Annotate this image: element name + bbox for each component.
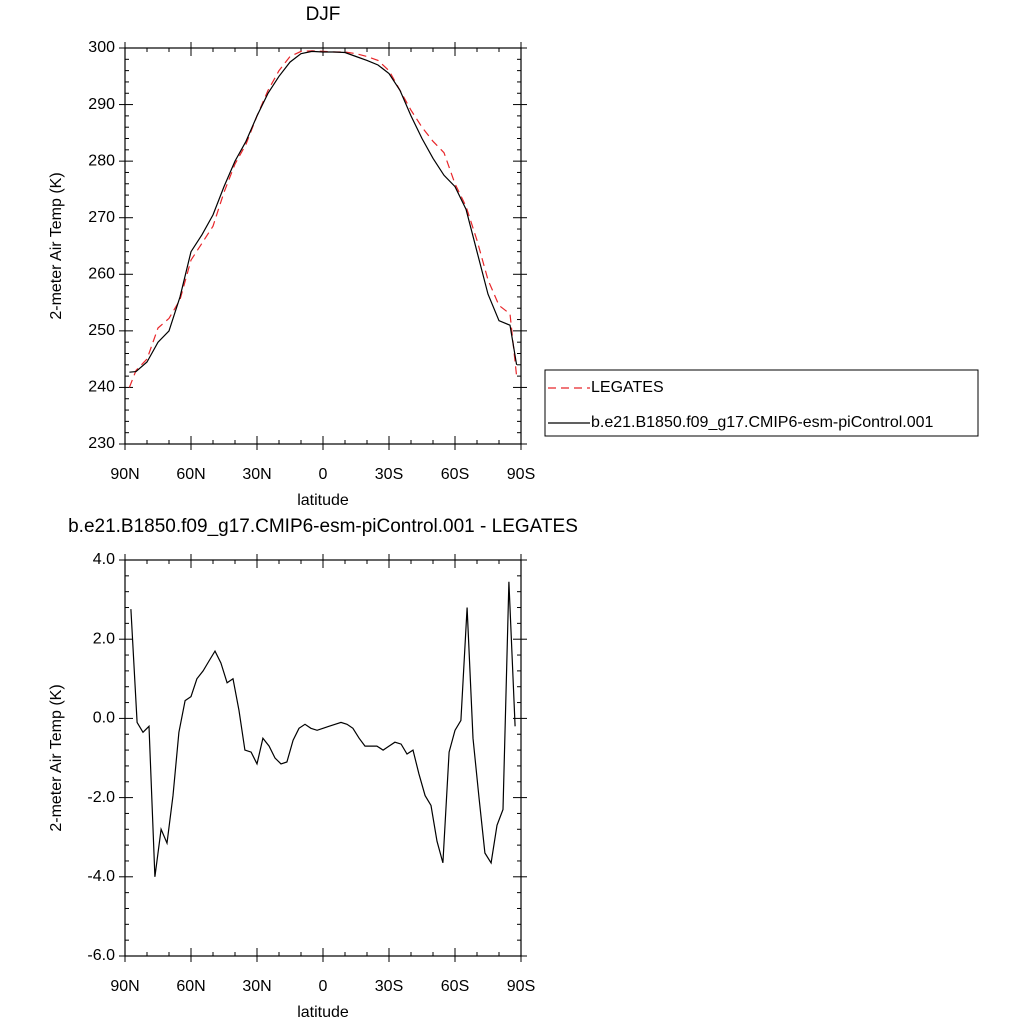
legend-label: b.e21.B1850.f09_g17.CMIP6-esm-piControl.… (591, 414, 934, 431)
y-tick-label: 300 (88, 39, 115, 56)
x-tick-label: 0 (319, 978, 328, 995)
x-tick-label: 60S (441, 466, 469, 483)
chart-title: b.e21.B1850.f09_g17.CMIP6-esm-piControl.… (68, 516, 578, 537)
x-tick-label: 90S (507, 466, 535, 483)
x-tick-label: 90N (110, 466, 139, 483)
data-line (130, 581, 516, 877)
y-tick-label: -2.0 (87, 789, 115, 806)
y-tick-label: 270 (88, 209, 115, 226)
y-tick-label: 240 (88, 379, 115, 396)
y-tick-label: 260 (88, 266, 115, 283)
plot-frame (124, 559, 522, 957)
plot-frame (124, 47, 522, 445)
x-tick-label: 30N (242, 466, 271, 483)
x-axis-label: latitude (297, 492, 349, 509)
y-tick-label: 4.0 (93, 551, 115, 568)
y-tick-label: 230 (88, 435, 115, 452)
y-axis-label: 2-meter Air Temp (K) (48, 172, 65, 319)
x-tick-label: 60N (176, 466, 205, 483)
y-tick-label: 280 (88, 152, 115, 169)
y-tick-label: 250 (88, 322, 115, 339)
y-axis-label: 2-meter Air Temp (K) (48, 684, 65, 831)
legend-box (544, 369, 979, 437)
y-tick-label: 290 (88, 96, 115, 113)
x-tick-label: 30N (242, 978, 271, 995)
y-tick-label: -6.0 (87, 947, 115, 964)
x-tick-label: 30S (375, 466, 403, 483)
x-axis-label: latitude (297, 1004, 349, 1021)
x-tick-label: 60N (176, 978, 205, 995)
x-tick-label: 90N (110, 978, 139, 995)
y-tick-label: 2.0 (93, 630, 115, 647)
legend-label: LEGATES (591, 379, 664, 396)
x-tick-label: 30S (375, 978, 403, 995)
x-tick-label: 0 (319, 466, 328, 483)
data-line (128, 50, 518, 388)
x-tick-label: 90S (507, 978, 535, 995)
chart-title: DJF (306, 4, 341, 25)
y-tick-label: 0.0 (93, 710, 115, 727)
data-line (129, 50, 518, 373)
x-tick-label: 60S (441, 978, 469, 995)
y-tick-label: -4.0 (87, 868, 115, 885)
